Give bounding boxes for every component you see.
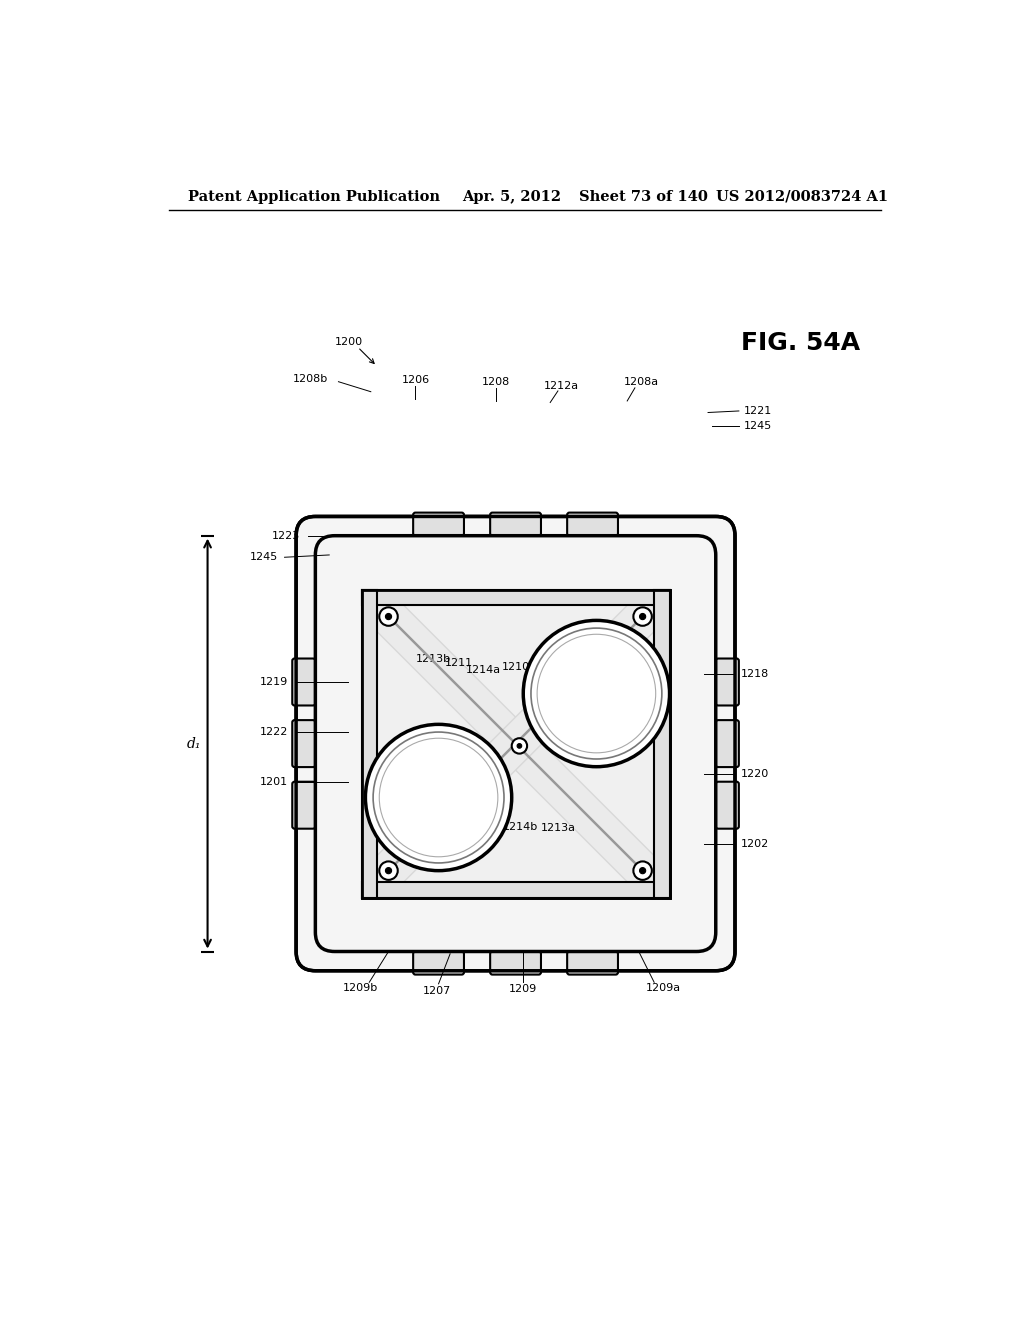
Text: 1222: 1222 (260, 727, 289, 737)
Circle shape (385, 867, 391, 874)
Circle shape (366, 725, 512, 871)
Text: 1209a: 1209a (646, 983, 681, 994)
FancyBboxPatch shape (567, 952, 617, 974)
Text: 1212a: 1212a (544, 380, 580, 391)
Text: Apr. 5, 2012: Apr. 5, 2012 (462, 190, 561, 203)
Text: 1202: 1202 (741, 838, 769, 849)
Text: 1210: 1210 (502, 661, 529, 672)
Text: 1206: 1206 (401, 375, 429, 385)
Text: US 2012/0083724 A1: US 2012/0083724 A1 (716, 190, 888, 203)
Text: 1213b: 1213b (416, 653, 451, 664)
Text: 1209b: 1209b (342, 983, 378, 994)
Circle shape (379, 607, 397, 626)
Text: 1208b: 1208b (293, 375, 329, 384)
Circle shape (385, 614, 391, 619)
Text: 1219: 1219 (260, 677, 289, 686)
Text: FIG. 54A: FIG. 54A (741, 331, 860, 355)
Circle shape (512, 738, 527, 754)
Bar (361, 590, 670, 605)
FancyBboxPatch shape (292, 781, 315, 829)
FancyBboxPatch shape (716, 659, 739, 705)
Circle shape (379, 862, 397, 880)
Text: 1207: 1207 (423, 986, 452, 995)
Text: 1221: 1221 (744, 407, 772, 416)
Text: 1208: 1208 (482, 376, 510, 387)
Text: Sheet 73 of 140: Sheet 73 of 140 (580, 190, 709, 203)
FancyBboxPatch shape (567, 512, 617, 536)
FancyBboxPatch shape (413, 512, 464, 536)
FancyBboxPatch shape (296, 516, 735, 970)
Circle shape (640, 614, 646, 619)
Circle shape (523, 620, 670, 767)
Text: 1223: 1223 (271, 531, 300, 541)
FancyBboxPatch shape (413, 952, 464, 974)
Text: 1212b: 1212b (463, 816, 499, 825)
Bar (361, 882, 670, 898)
Text: 1214a: 1214a (466, 665, 501, 676)
FancyBboxPatch shape (490, 512, 541, 536)
FancyBboxPatch shape (292, 659, 315, 705)
Bar (654, 590, 670, 898)
Text: 1245: 1245 (250, 552, 278, 562)
Text: Patent Application Publication: Patent Application Publication (188, 190, 440, 203)
Text: 1213a: 1213a (541, 824, 575, 833)
Text: 1218: 1218 (741, 669, 769, 680)
Bar (361, 590, 377, 898)
Circle shape (517, 743, 521, 748)
Text: d₁: d₁ (186, 737, 201, 751)
Text: 1201: 1201 (260, 777, 289, 787)
Text: 1245: 1245 (744, 421, 772, 432)
Bar (367, 595, 665, 892)
Text: 1214b: 1214b (504, 822, 539, 832)
Circle shape (634, 862, 652, 880)
Text: 1209: 1209 (509, 985, 538, 994)
FancyBboxPatch shape (490, 952, 541, 974)
FancyBboxPatch shape (716, 721, 739, 767)
Text: 1211: 1211 (445, 657, 473, 668)
Bar (361, 590, 670, 898)
Text: 1200: 1200 (335, 337, 364, 347)
Circle shape (634, 607, 652, 626)
Text: 1208a: 1208a (624, 378, 658, 388)
Bar (361, 590, 670, 898)
FancyBboxPatch shape (292, 721, 315, 767)
Text: 1220: 1220 (741, 770, 769, 779)
Circle shape (640, 867, 646, 874)
FancyBboxPatch shape (716, 781, 739, 829)
